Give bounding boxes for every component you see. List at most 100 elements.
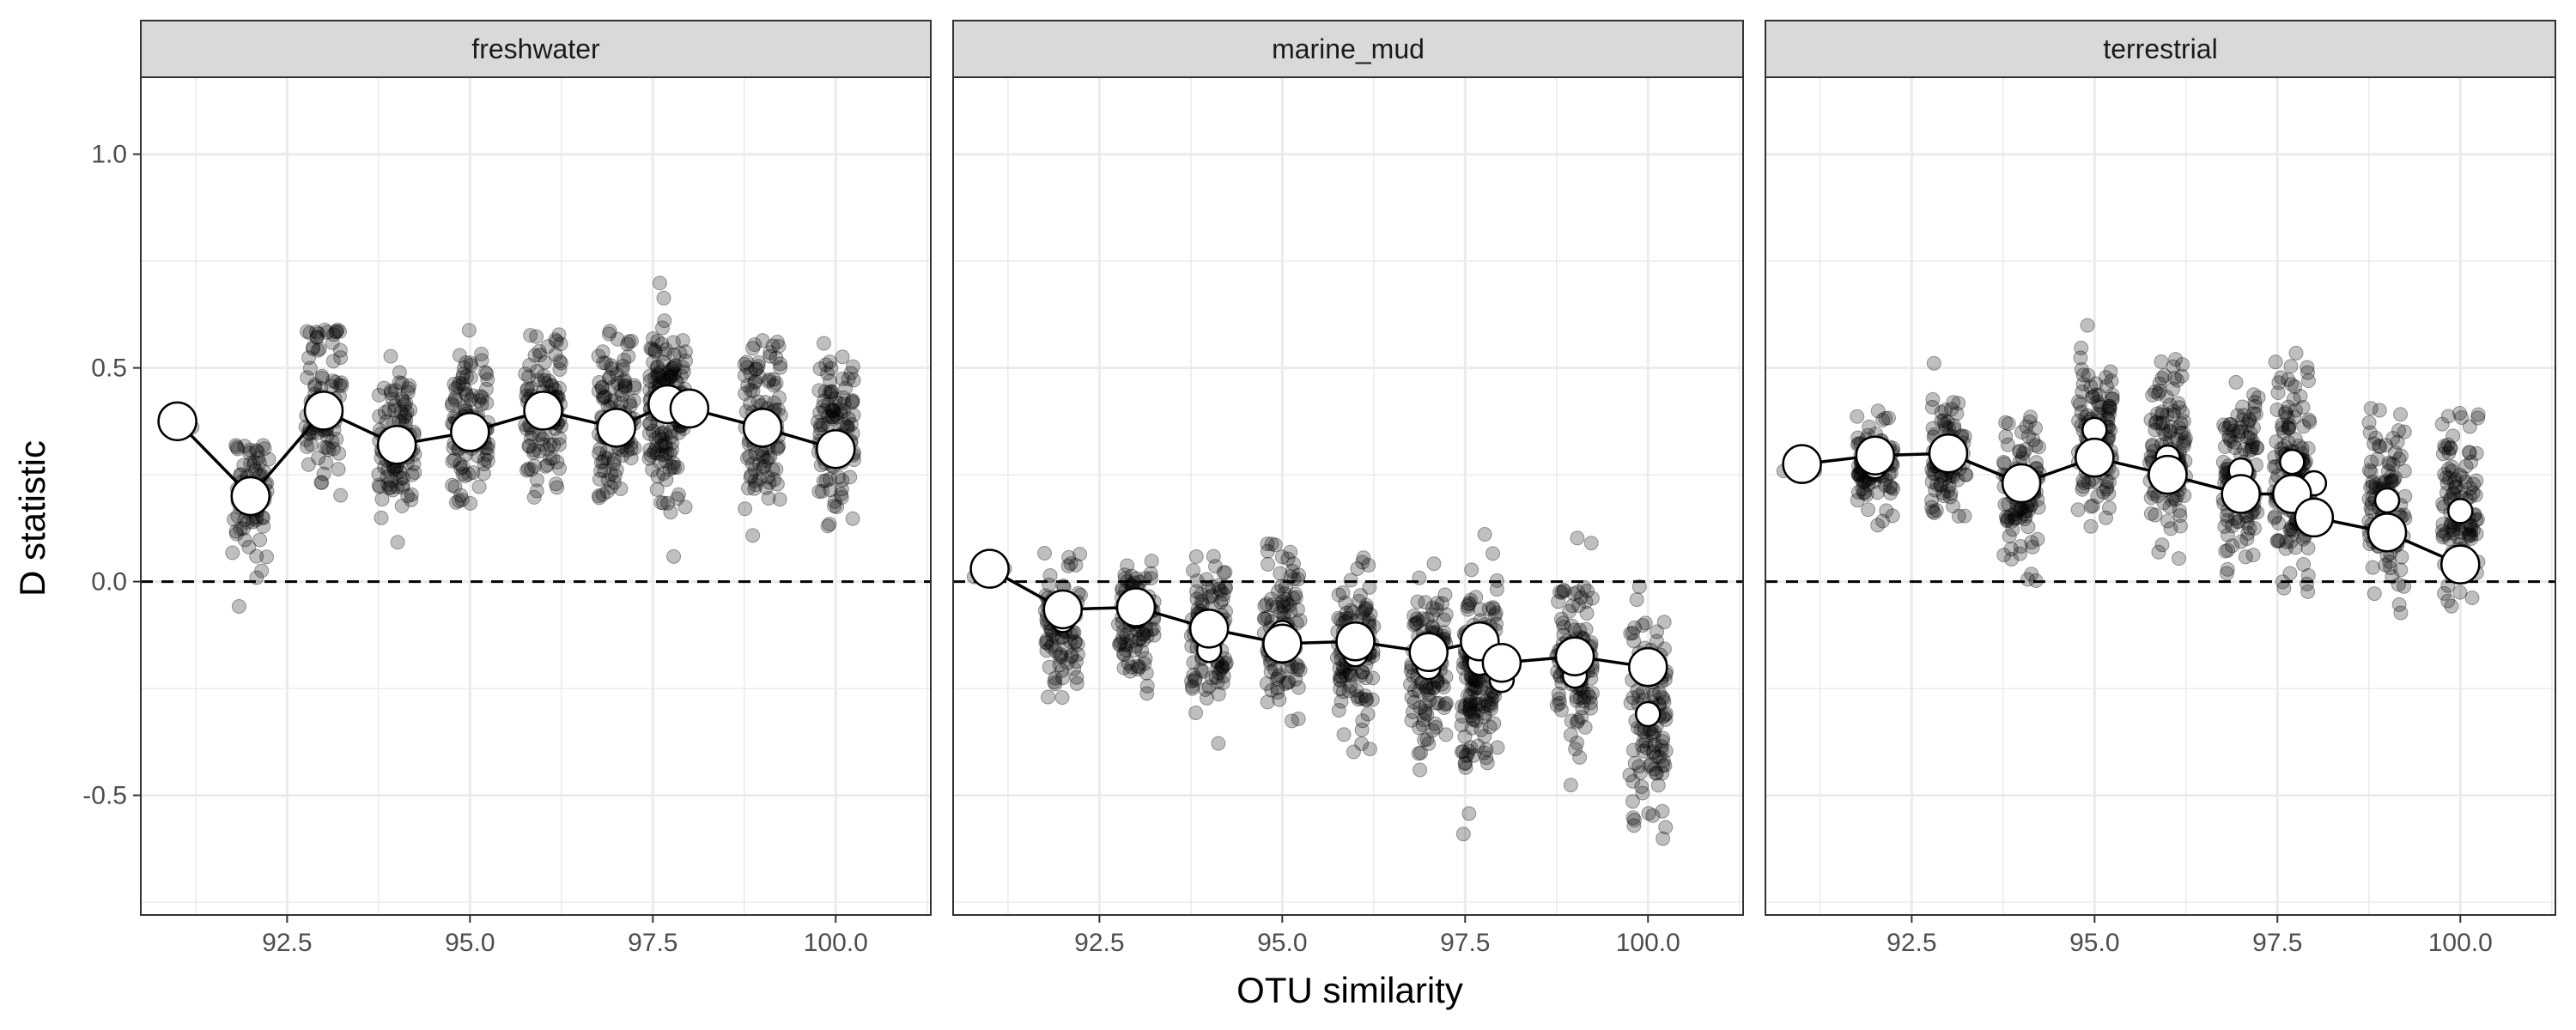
replicate-point: [1218, 580, 1234, 596]
replicate-point: [2464, 590, 2480, 605]
replicate-point: [610, 331, 625, 347]
replicate-point: [1291, 680, 1306, 695]
replicate-point: [823, 402, 839, 417]
replicate-point: [617, 378, 633, 393]
replicate-point: [392, 375, 407, 391]
replicate-point: [1578, 621, 1594, 637]
replicate-point: [332, 324, 348, 339]
replicate-point: [1940, 415, 1955, 430]
replicate-point: [1875, 513, 1891, 529]
replicate-point: [2088, 387, 2104, 403]
replicate-point: [1418, 697, 1433, 712]
replicate-point: [1576, 694, 1591, 709]
replicate-point: [2070, 502, 2086, 518]
replicate-point: [845, 359, 860, 374]
replicate-point: [1419, 706, 1435, 722]
replicate-point: [2152, 376, 2167, 391]
replicate-point: [1580, 583, 1595, 598]
replicate-point: [2390, 434, 2405, 450]
replicate-point: [1481, 601, 1497, 616]
replicate-point: [237, 532, 252, 548]
replicate-point: [812, 421, 828, 436]
replicate-point: [1355, 604, 1370, 620]
replicate-point: [604, 393, 619, 409]
replicate-point: [1274, 549, 1290, 565]
replicate-point: [1485, 691, 1500, 706]
mean-point: [2440, 544, 2481, 585]
replicate-point: [1361, 557, 1376, 573]
replicate-point: [652, 276, 667, 291]
replicate-point: [2283, 377, 2299, 392]
replicate-point: [1358, 693, 1374, 708]
replicate-point: [649, 482, 665, 497]
replicate-point: [2105, 387, 2120, 403]
replicate-point: [2099, 482, 2114, 497]
replicate-point: [2164, 492, 2179, 507]
replicate-point: [1484, 695, 1499, 711]
replicate-point: [2080, 318, 2095, 333]
replicate-point: [252, 455, 267, 470]
replicate-point: [1358, 600, 1374, 615]
replicate-point: [1925, 466, 1941, 482]
replicate-point: [231, 598, 246, 614]
replicate-point: [1206, 548, 1221, 564]
replicate-point: [2267, 510, 2282, 525]
replicate-point: [1063, 633, 1078, 649]
replicate-point: [2466, 476, 2482, 492]
replicate-point: [623, 451, 639, 466]
replicate-point: [1341, 683, 1357, 699]
replicate-point: [2083, 379, 2099, 395]
replicate-point: [1267, 662, 1283, 677]
replicate-point: [2085, 498, 2100, 513]
replicate-point: [1334, 612, 1349, 627]
replicate-point: [650, 469, 665, 484]
replicate-point: [2222, 416, 2238, 432]
replicate-point: [654, 447, 670, 463]
replicate-point: [2083, 518, 2099, 534]
replicate-point: [1436, 612, 1451, 627]
replicate-point: [1462, 704, 1478, 719]
replicate-point: [1949, 406, 1965, 421]
replicate-point: [1145, 621, 1161, 637]
replicate-point: [1281, 675, 1297, 690]
replicate-point: [737, 356, 752, 372]
replicate-point: [1039, 635, 1054, 651]
replicate-point: [2438, 440, 2453, 456]
replicate-point: [2397, 579, 2412, 594]
replicate-point: [825, 403, 841, 418]
replicate-point: [2075, 479, 2091, 494]
replicate-point: [1038, 634, 1054, 650]
replicate-point: [2364, 504, 2379, 519]
replicate-point: [1929, 503, 1944, 518]
replicate-point: [1199, 572, 1214, 587]
replicate-point: [246, 455, 262, 470]
replicate-point: [2022, 414, 2038, 429]
replicate-point: [825, 403, 841, 419]
replicate-point: [2099, 473, 2114, 488]
replicate-point: [1658, 820, 1674, 835]
replicate-point: [1212, 581, 1227, 597]
replicate-point: [471, 393, 487, 409]
replicate-point: [538, 458, 553, 474]
replicate-point: [823, 471, 838, 487]
mean-point: [1115, 587, 1157, 627]
replicate-point: [1350, 688, 1365, 704]
replicate-point: [1042, 659, 1057, 675]
replicate-point: [1877, 477, 1893, 493]
replicate-point: [2270, 385, 2286, 400]
replicate-point: [1339, 605, 1354, 621]
replicate-point: [1641, 806, 1656, 821]
replicate-point: [2020, 503, 2036, 518]
replicate-point: [1216, 669, 1231, 684]
replicate-point: [2071, 394, 2087, 409]
replicate-point: [237, 439, 252, 454]
replicate-point: [2176, 414, 2191, 429]
mean-point: [2221, 474, 2261, 514]
replicate-point: [2176, 435, 2191, 451]
replicate-point: [1215, 660, 1230, 676]
replicate-point: [835, 473, 850, 488]
replicate-point: [2020, 428, 2036, 444]
replicate-point: [325, 373, 341, 389]
replicate-point: [666, 548, 682, 564]
replicate-point: [1644, 726, 1660, 742]
